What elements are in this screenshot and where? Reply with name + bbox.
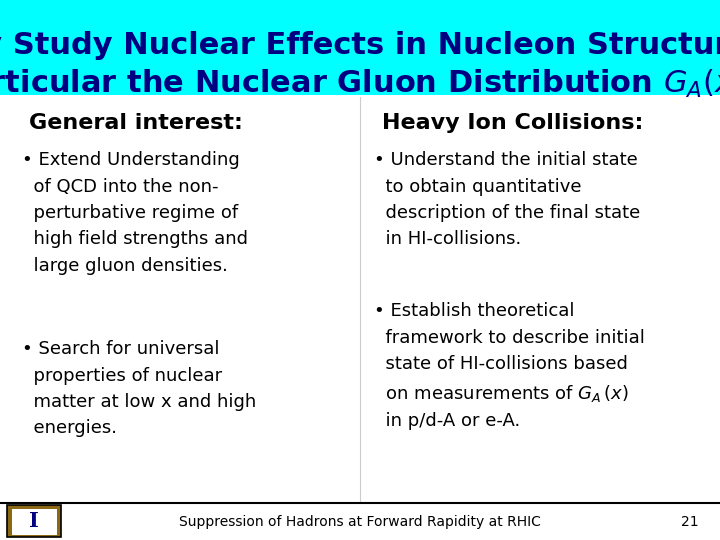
Text: • Search for universal
  properties of nuclear
  matter at low x and high
  ener: • Search for universal properties of nuc… [22,340,256,437]
FancyBboxPatch shape [0,0,720,94]
Text: • Understand the initial state
  to obtain quantitative
  description of the fin: • Understand the initial state to obtain… [374,151,641,248]
Text: Heavy Ion Collisions:: Heavy Ion Collisions: [382,113,643,133]
Text: 21: 21 [681,515,698,529]
Text: Suppression of Hadrons at Forward Rapidity at RHIC: Suppression of Hadrons at Forward Rapidi… [179,515,541,529]
FancyBboxPatch shape [12,509,57,535]
Text: Why Study Nuclear Effects in Nucleon Structure in: Why Study Nuclear Effects in Nucleon Str… [0,31,720,60]
FancyBboxPatch shape [7,505,61,537]
Text: I: I [29,510,39,531]
Text: General interest:: General interest: [29,113,243,133]
Text: • Establish theoretical
  framework to describe initial
  state of HI-collisions: • Establish theoretical framework to des… [374,302,645,430]
Text: • Extend Understanding
  of QCD into the non-
  perturbative regime of
  high fi: • Extend Understanding of QCD into the n… [22,151,248,275]
Text: Particular the Nuclear Gluon Distribution $G_A(x)$ ?: Particular the Nuclear Gluon Distributio… [0,68,720,100]
